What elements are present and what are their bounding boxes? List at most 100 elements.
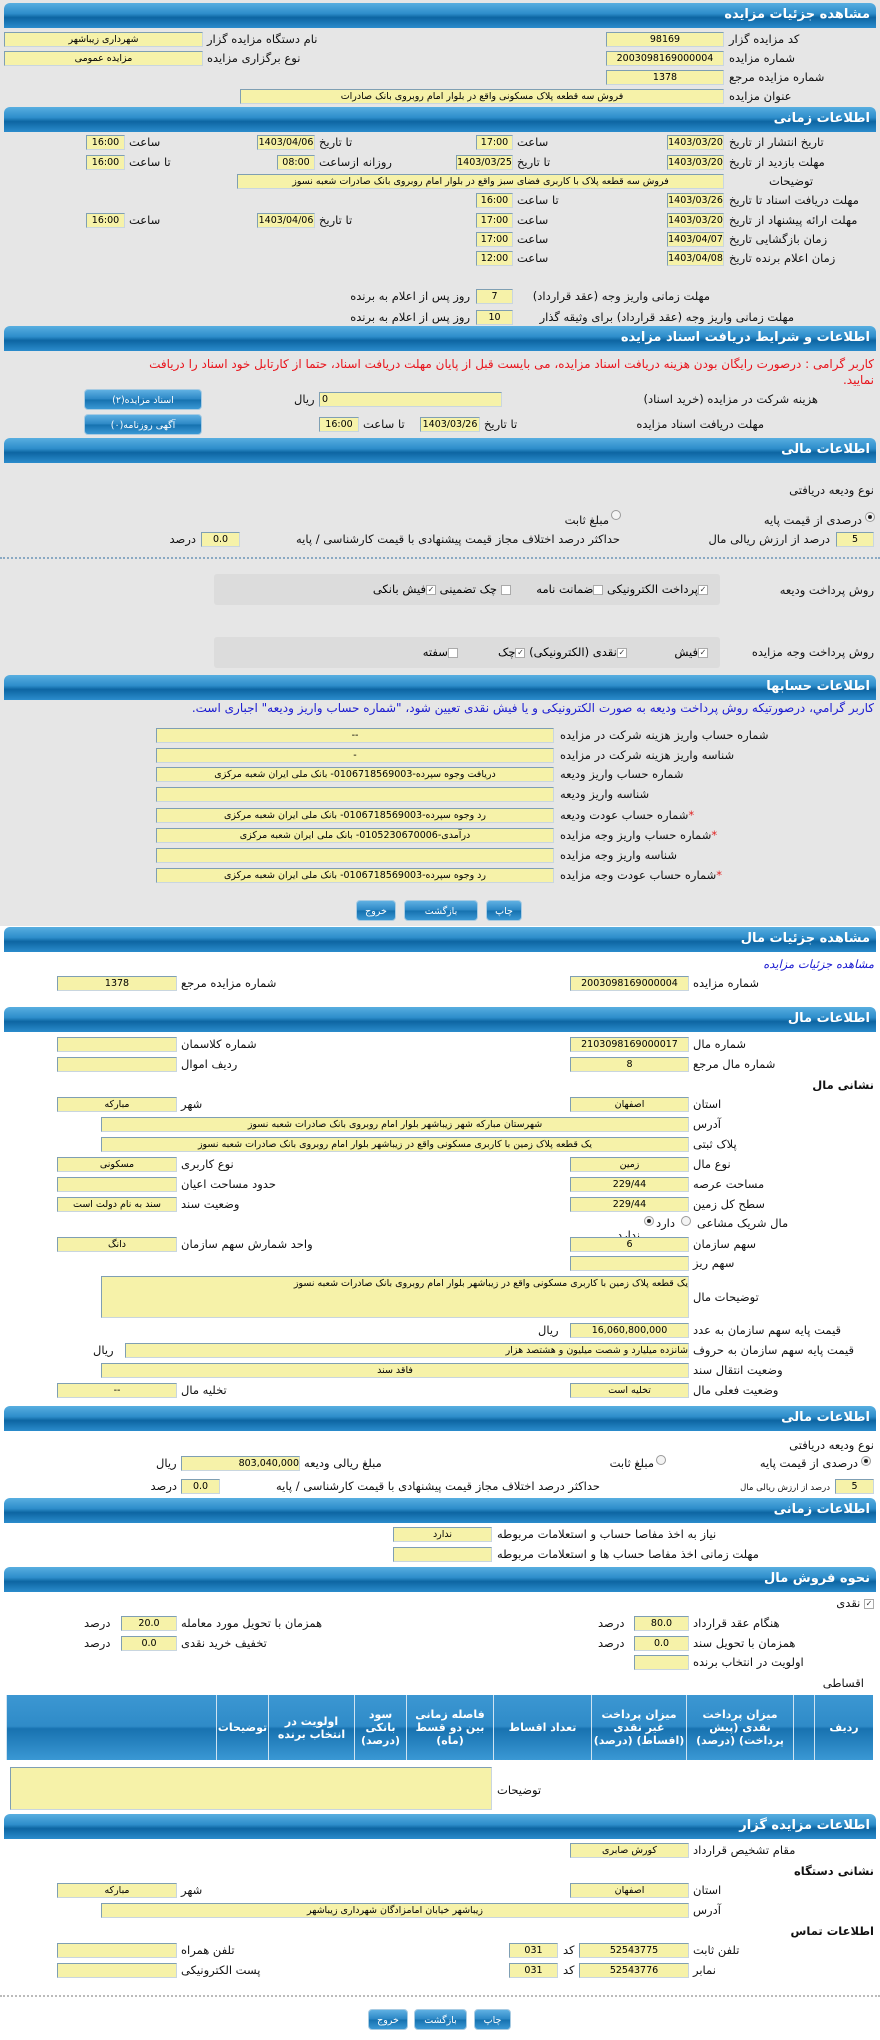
share-unit-label: واحد شمارش سهم سازمان bbox=[181, 1237, 313, 1251]
item-description-label: توضیحات مال bbox=[693, 1290, 759, 1304]
city-field: مبارکه bbox=[57, 1097, 177, 1112]
docs-fee-label: هزینه شرکت در مزایده (خرید اسناد) bbox=[643, 392, 819, 406]
item-info-header: اطلاعات مال bbox=[4, 1007, 876, 1032]
shared-yes-label: دارد bbox=[656, 1216, 675, 1230]
payment-method-slip[interactable]: ✓فیش bbox=[674, 645, 708, 659]
phone-label: تلفن ثابت bbox=[693, 1943, 740, 1957]
item-auction-number-field: 2003098169000004 bbox=[570, 976, 689, 991]
item-auction-number-label: شماره مزایده bbox=[693, 976, 759, 990]
item-timing-header: اطلاعات زمانی bbox=[4, 1498, 876, 1523]
visit-from-field: 1403/03/20 bbox=[667, 155, 724, 170]
contact-title: اطلاعات تماس bbox=[790, 1924, 874, 1938]
cash-option[interactable]: ✓ نقدی bbox=[836, 1596, 874, 1611]
delivery-percent-label: همزمان با تحویل مورد معامله bbox=[181, 1616, 323, 1630]
item-percent-radio[interactable] bbox=[861, 1456, 871, 1466]
publish-to-time-label: ساعت bbox=[129, 135, 161, 149]
auctioneer-header: اطلاعات مزایده گزار bbox=[4, 1814, 876, 1839]
payment-method-label: روش پرداخت وجه مزایده bbox=[751, 645, 874, 659]
item-fixed-radio[interactable] bbox=[656, 1455, 666, 1465]
item-ref-number-label: شماره مال مرجع bbox=[693, 1057, 776, 1071]
collateral-deadline-field: 10 bbox=[476, 310, 513, 325]
org-address-title: نشانی دستگاه bbox=[794, 1864, 874, 1878]
checkbox-checked-icon[interactable]: ✓ bbox=[698, 647, 708, 658]
deposit-method-check[interactable]: چک تضمینی bbox=[440, 582, 511, 596]
area-label: مساحت عرصه bbox=[693, 1177, 765, 1191]
account-label-text: شماره حساب عودت ودیعه bbox=[560, 808, 689, 822]
publish-label: تاریخ انتشار از تاریخ bbox=[729, 135, 824, 149]
item-max-diff-field: 0.0 bbox=[181, 1479, 220, 1494]
account-label: شماره حساب واریز ودیعه bbox=[560, 767, 683, 782]
sale-method-header: نحوه فروش مال bbox=[4, 1567, 876, 1592]
account-label: شناسه واریز ودیعه bbox=[560, 787, 649, 802]
docs-fee-field: 0 bbox=[319, 392, 502, 407]
visit-until-label: تا ساعت bbox=[129, 155, 171, 169]
clearance-label: نیاز به اخذ مفاصا حساب و استعلامات مربوط… bbox=[497, 1527, 717, 1541]
account-label-text: شماره حساب عودت وجه مزایده bbox=[560, 868, 717, 882]
visit-to-label: تا تاریخ bbox=[517, 155, 551, 169]
contract-percent-field: 80.0 bbox=[634, 1616, 689, 1631]
account-field: دریافت وجوه سپرده-0106718569003- بانک مل… bbox=[156, 767, 554, 782]
collateral-deadline-suffix: روز پس از اعلام به برنده bbox=[350, 310, 470, 324]
deposit-amount-label: مبلغ ریالی ودیعه bbox=[304, 1456, 382, 1470]
org-province-label: استان bbox=[693, 1883, 722, 1897]
exit-button[interactable]: خروج bbox=[356, 900, 396, 921]
asset-row-label: ردیف اموال bbox=[181, 1057, 238, 1071]
checkbox-unchecked-icon[interactable] bbox=[593, 584, 604, 595]
checkbox-checked-icon[interactable]: ✓ bbox=[864, 1598, 874, 1609]
auction-documents-button[interactable]: اسناد مزایده(۲) bbox=[84, 389, 202, 410]
back-button-2[interactable]: بازگشت bbox=[414, 2009, 467, 2030]
docs-deadline-label: مهلت دریافت اسناد تا تاریخ bbox=[729, 193, 859, 207]
publish-to-label: تا تاریخ bbox=[319, 135, 353, 149]
org-city-label: شهر bbox=[181, 1883, 203, 1897]
offer-to-time-label: ساعت bbox=[129, 213, 161, 227]
account-field: رد وجوه سپرده-0106718569003- بانک ملی ای… bbox=[156, 808, 554, 823]
auctioneer-code-field: 98169 bbox=[606, 32, 724, 47]
transfer-status-field: فاقد سند bbox=[101, 1363, 689, 1378]
installments-table-header bbox=[6, 1695, 873, 1760]
publish-time-label: ساعت bbox=[517, 135, 549, 149]
print-button[interactable]: چاپ bbox=[486, 900, 522, 921]
docs-deadline-field: 1403/03/26 bbox=[667, 193, 724, 208]
auction-subject-label: عنوان مزایده bbox=[729, 89, 792, 103]
shared-no-radio[interactable] bbox=[644, 1216, 654, 1226]
winner-label: زمان اعلام برنده تاریخ bbox=[729, 251, 836, 265]
account-field bbox=[156, 848, 554, 863]
back-button[interactable]: بازگشت bbox=[404, 900, 478, 921]
newspaper-ads-button[interactable]: آگهی روزنامه(۰) bbox=[84, 414, 202, 435]
payment-method-cash[interactable]: ✓نقدی (الکترونیکی) bbox=[529, 645, 627, 659]
checkbox-unchecked-icon[interactable] bbox=[500, 584, 511, 595]
auction-details-link[interactable]: مشاهده جزئیات مزایده bbox=[763, 957, 874, 971]
docs-header: اطلاعات و شرایط دریافت اسناد مزایده bbox=[4, 326, 876, 351]
checkbox-checked-icon[interactable]: ✓ bbox=[425, 584, 436, 595]
accounts-notice: کاربر گرامي، درصورتیکه روش پرداخت ودیعه … bbox=[191, 701, 874, 715]
checkbox-checked-icon[interactable]: ✓ bbox=[616, 647, 627, 658]
deposit-method-guarantee[interactable]: ضمانت نامه bbox=[536, 582, 604, 596]
account-label-text: شماره حساب واریز ودیعه bbox=[560, 767, 684, 781]
print-button-2[interactable]: چاپ bbox=[474, 2009, 511, 2030]
publish-to-time-field: 16:00 bbox=[86, 135, 125, 150]
deposit-method-bank-slip[interactable]: ✓فیش بانکی bbox=[373, 582, 436, 596]
plate-label: پلاک ثبتی bbox=[693, 1137, 737, 1151]
deposit-method-electronic[interactable]: ✓پرداخت الکترونیکی bbox=[607, 582, 708, 596]
payment-method-promissory[interactable]: سفته bbox=[423, 645, 458, 659]
percent-radio[interactable] bbox=[865, 512, 875, 522]
checkbox-unchecked-icon[interactable] bbox=[447, 647, 458, 658]
fixed-radio[interactable] bbox=[611, 510, 621, 520]
account-label-text: شناسه واریز وجه مزایده bbox=[560, 848, 678, 862]
offer-time-label: ساعت bbox=[517, 213, 549, 227]
current-status-label: وضعیت فعلی مال bbox=[693, 1383, 779, 1397]
checkbox-checked-icon[interactable]: ✓ bbox=[515, 647, 526, 658]
item-kind-field: زمین bbox=[570, 1157, 689, 1172]
option-label: پرداخت الکترونیکی bbox=[607, 582, 698, 596]
shared-yes-radio[interactable] bbox=[681, 1216, 691, 1226]
checkbox-checked-icon[interactable]: ✓ bbox=[698, 584, 708, 595]
opening-time-field: 17:00 bbox=[476, 232, 513, 247]
auction-details-header: مشاهده جزئیات مزایده bbox=[4, 3, 876, 28]
offer-to-field: 1403/04/06 bbox=[257, 213, 315, 228]
docs-deadline-time-label: تا ساعت bbox=[517, 193, 559, 207]
auction-type-field: مزایده عمومی bbox=[4, 51, 203, 66]
exit-button-2[interactable]: خروج bbox=[368, 2009, 408, 2030]
payment-deadline-suffix: روز پس از اعلام به برنده bbox=[350, 289, 470, 303]
item-max-diff-unit: درصد bbox=[150, 1479, 177, 1493]
payment-method-check[interactable]: ✓چک bbox=[498, 645, 526, 659]
